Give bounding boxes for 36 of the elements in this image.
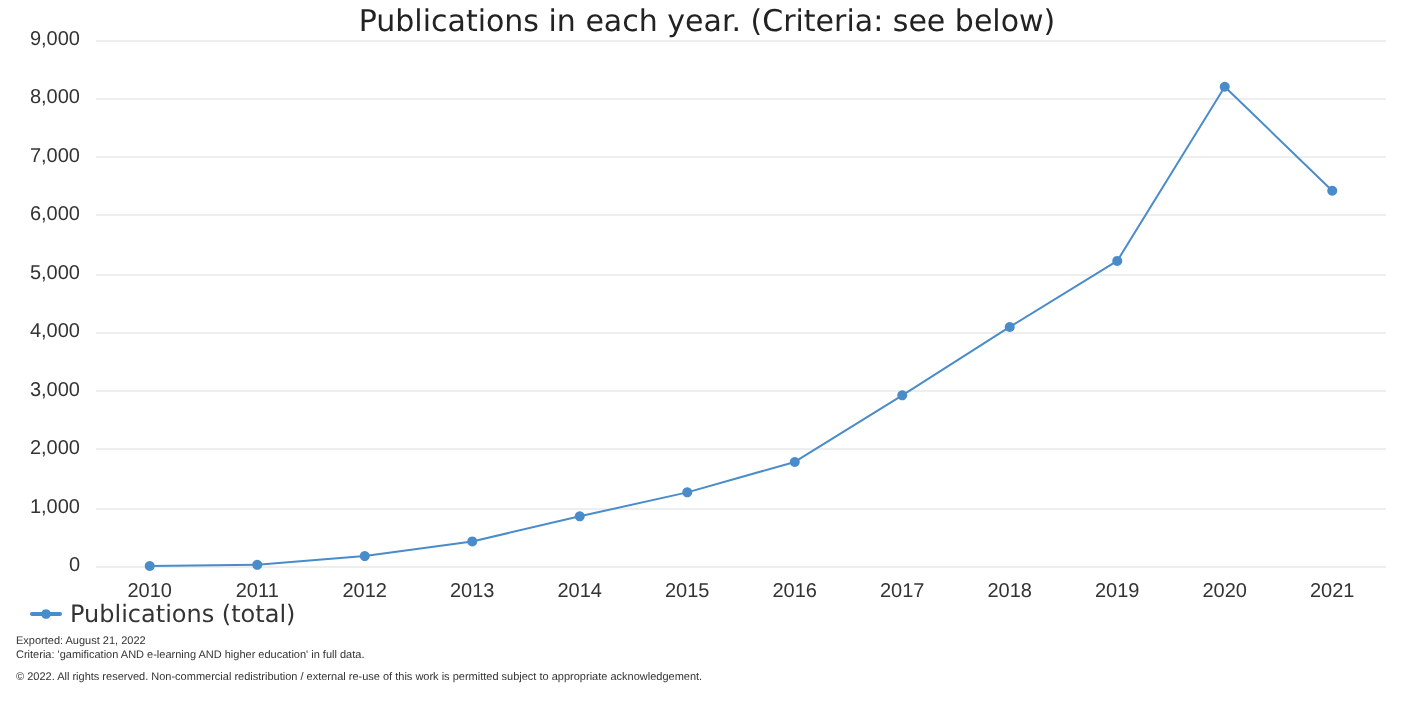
x-tick-label: 2017 [880, 581, 926, 603]
chart-title: Publications in each year. (Criteria: see below) [358, 3, 1056, 39]
x-tick-label: 2010 [127, 581, 173, 603]
y-tick-label: 9,000 [29, 29, 81, 51]
x-tick-label: 2021 [1310, 581, 1356, 603]
point [1327, 185, 1338, 196]
y-tick-label: 7,000 [29, 145, 81, 168]
point [144, 561, 155, 571]
point [897, 390, 908, 401]
x-tick-label: 2015 [665, 581, 711, 603]
point [252, 559, 263, 570]
x-tick-label: 2011 [235, 581, 280, 603]
point [1112, 255, 1123, 266]
point [789, 456, 800, 467]
y-tick-label: 4,000 [29, 321, 81, 344]
x-tick-label: 2014 [557, 581, 603, 603]
point [467, 536, 478, 547]
x-tick-label: 2018 [987, 581, 1033, 603]
y-tick-label: 1,000 [29, 496, 81, 519]
legend-label: Publications (total) [70, 600, 296, 628]
x-tick-label: 2019 [1095, 581, 1141, 603]
y-tick-label: 8,000 [29, 87, 81, 110]
x-tick-label: 2012 [342, 581, 388, 603]
point [574, 511, 585, 522]
x-tick-label: 2016 [772, 581, 818, 603]
x-tick-label: 2020 [1202, 581, 1248, 603]
point [359, 551, 370, 562]
y-tick-label: 2,000 [29, 438, 81, 461]
x-tick-label: 2013 [450, 581, 496, 603]
y-tick-label: 3,000 [29, 379, 81, 402]
y-tick-label: 5,000 [29, 262, 81, 285]
y-tick-label: 6,000 [29, 204, 81, 227]
point [682, 487, 693, 498]
point [1219, 81, 1230, 92]
y-tick-label: 0 [68, 555, 81, 577]
point [1004, 321, 1015, 332]
